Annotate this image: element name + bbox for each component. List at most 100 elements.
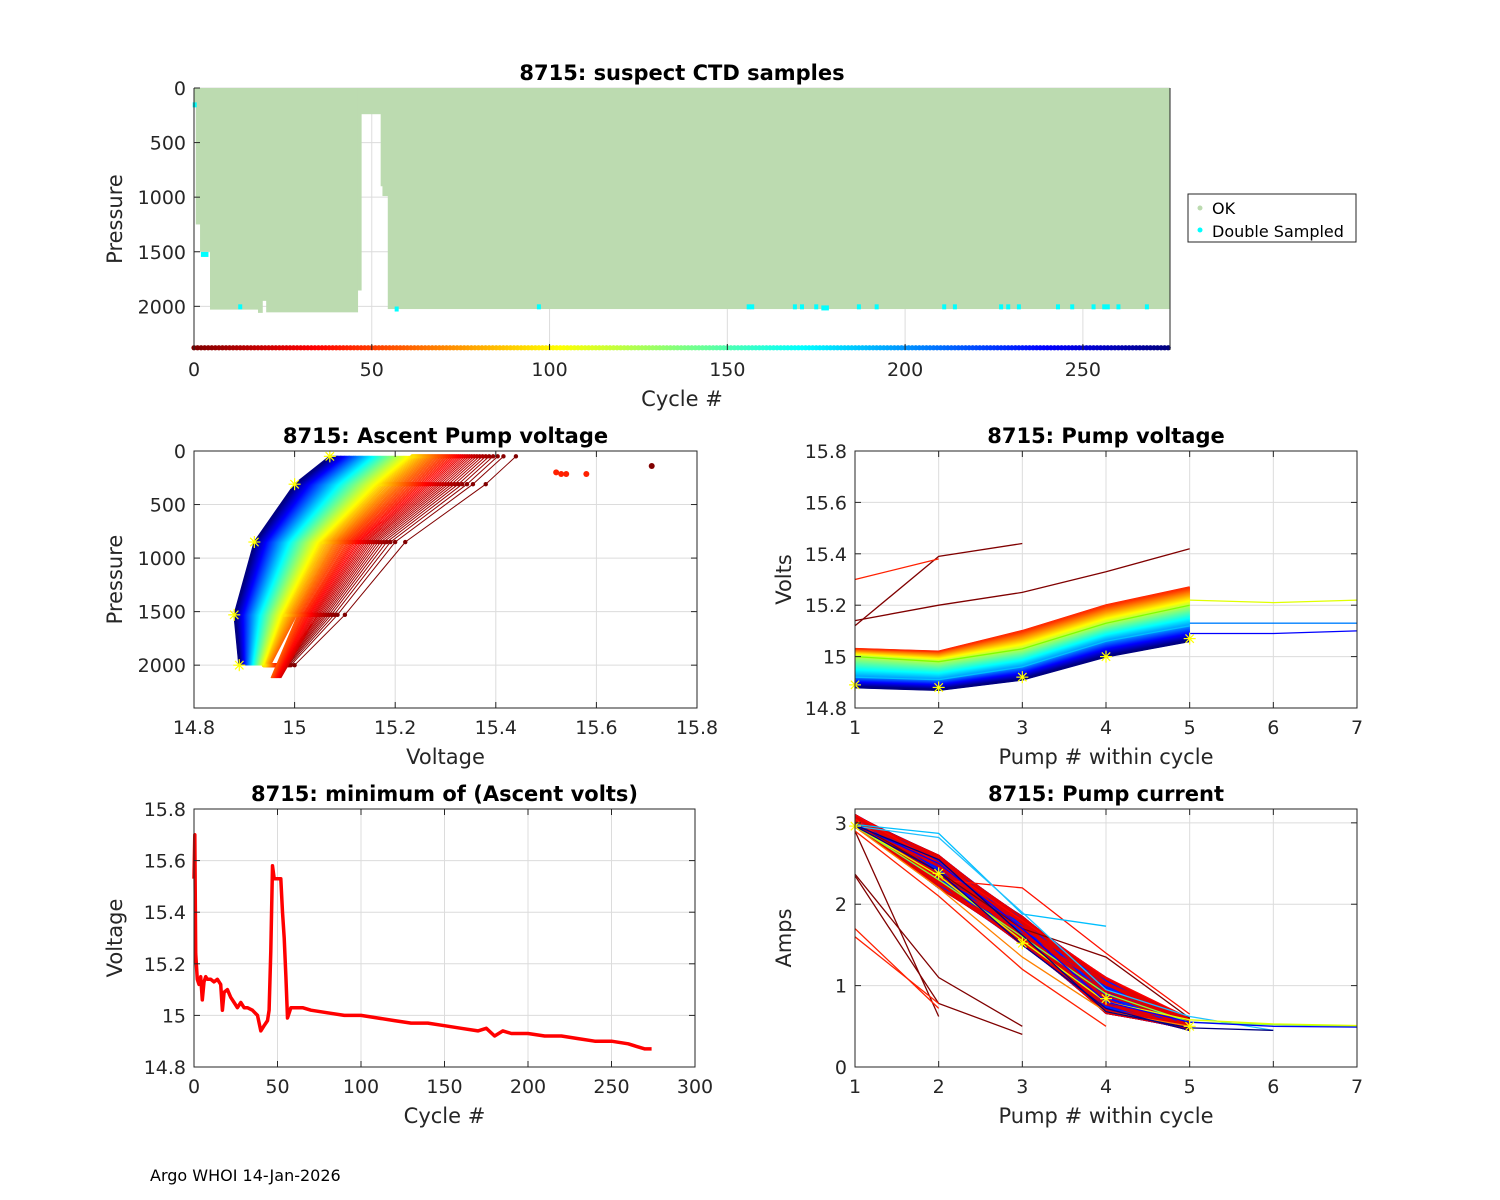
cycle-color-dot (927, 345, 933, 351)
series-line (854, 625, 1190, 681)
double-sampled-point (1091, 304, 1096, 310)
sample-point (456, 481, 461, 487)
sample-point (452, 481, 457, 487)
cycle-color-dot (1108, 345, 1114, 351)
cycle-color-dot (1130, 345, 1136, 351)
cycle-color-dot (685, 345, 691, 351)
double-sampled-point (1006, 304, 1011, 310)
cycle-color-dot (557, 345, 563, 351)
outlier-point (553, 469, 560, 476)
double-sampled-point (800, 304, 804, 310)
cycle-color-dot (433, 345, 439, 351)
outlier-point (648, 462, 655, 469)
cycle-color-dot (454, 345, 460, 351)
sample-point (292, 662, 297, 668)
legend-box (1187, 193, 1357, 243)
chart-title: 8715: minimum of (Ascent volts) (251, 782, 638, 806)
cycle-color-dot (970, 345, 976, 351)
marker-stroke (289, 479, 300, 489)
cycle-color-dot (440, 345, 446, 351)
sample-point (388, 539, 393, 545)
ticks: 0 50 100 150 200 250 300 14.8 15 15.2 15.4 15.6 15.8 (144, 799, 713, 1098)
double-sampled-point (952, 304, 957, 310)
marker-stroke (1017, 672, 1027, 682)
cycle-color-dot (575, 345, 581, 351)
cycle-color-dot (614, 345, 620, 351)
cycle-color-dot (706, 345, 713, 351)
cycle-color-dot (1076, 345, 1082, 351)
last-cycle-marker (1183, 632, 1196, 645)
outlier-point (583, 471, 590, 478)
tick-label-y: 14.8 (805, 698, 847, 720)
cycle-color-dot (991, 345, 997, 351)
cycle-color-dot (881, 345, 887, 351)
cycle-color-dot (1016, 345, 1022, 351)
cycle-color-dot (749, 345, 755, 351)
cycle-color-dot (710, 345, 716, 351)
tick-label-x: 4 (1100, 717, 1112, 739)
cycle-color-dot (1030, 345, 1036, 351)
series-line (855, 825, 1274, 1032)
tick-label-x: 0 (188, 359, 200, 381)
cycle-color-dot (980, 345, 986, 351)
series-line (854, 604, 1190, 663)
cycle-color-dot (660, 345, 666, 351)
tick-label-y: 15 (162, 1005, 186, 1027)
cycle-color-dot (262, 345, 268, 351)
cycle-color-dot (987, 345, 994, 351)
tick-label-x: 50 (360, 359, 384, 381)
marker-stroke (1101, 994, 1111, 1004)
cycle-color-dot (792, 345, 798, 351)
cycle-color-dot (212, 345, 218, 351)
suspect-ctd-chart: 0 50 100 150 200 250 0 500 1000 1500 2000 8715: su… (103, 61, 1357, 411)
tick-label-x: 1 (849, 1076, 861, 1098)
cycle-color-dot (884, 345, 890, 351)
double-sampled-point (821, 305, 826, 311)
cycle-color-dot (280, 345, 286, 351)
sample-point (487, 454, 492, 459)
cycle-color-dot (618, 345, 624, 351)
cycle-color-dot (930, 345, 937, 351)
cycle-color-dot (568, 345, 574, 351)
cycle-color-dot (482, 345, 489, 351)
tick-label-x: 5 (1184, 717, 1196, 739)
minimum-ascent-volts-chart: 0 50 100 150 200 250 300 14.8 15 15.2 15.4 15.6 15.8… (103, 782, 713, 1128)
cycle-color-dot (781, 345, 787, 351)
legend-label-double-sampled: Double Sampled (1212, 222, 1344, 241)
ascent-pump-voltage-chart: 14.8 15 15.2 15.4 15.6 15.8 0 500 1000 1500 2000 8… (103, 424, 718, 769)
cycle-color-dot (788, 345, 794, 351)
double-sampled-point (394, 306, 399, 312)
cycle-color-dot (241, 345, 247, 351)
series-line (855, 928, 940, 1009)
cycle-color-dot (909, 345, 915, 351)
cycle-color-dot (479, 345, 485, 351)
double-sampled-point (856, 304, 861, 310)
y-axis-label: Pressure (103, 535, 127, 625)
series-line (854, 548, 1190, 622)
ok-samples-block (195, 88, 201, 225)
cycle-color-dot (312, 345, 318, 351)
cycle-color-dot (337, 345, 343, 351)
cycle-color-dot (458, 345, 464, 351)
tick-label-x: 6 (1267, 717, 1279, 739)
cycle-color-dot (333, 345, 339, 351)
tick-label-y: 15.8 (805, 441, 847, 463)
cycle-color-dot (258, 345, 265, 351)
cycle-color-dot (778, 345, 784, 351)
cycle-color-dot (1105, 345, 1111, 351)
series-line (1189, 599, 1358, 604)
double-sampled-point (746, 304, 751, 310)
cycle-color-dot (799, 345, 805, 351)
cycle-color-dot (571, 345, 578, 351)
tick-label-y: 2000 (138, 296, 186, 318)
chart-title: 8715: suspect CTD samples (519, 61, 844, 85)
marker-stroke (325, 451, 335, 461)
tick-label-x: 300 (677, 1076, 713, 1098)
cycle-color-dot (845, 345, 851, 351)
cycle-color-dot (877, 345, 883, 351)
cycle-color-dot (475, 345, 482, 351)
tick-label-y: 15.4 (805, 544, 847, 566)
cycle-color-dot (1044, 345, 1050, 351)
cycle-color-dot (1005, 345, 1011, 351)
